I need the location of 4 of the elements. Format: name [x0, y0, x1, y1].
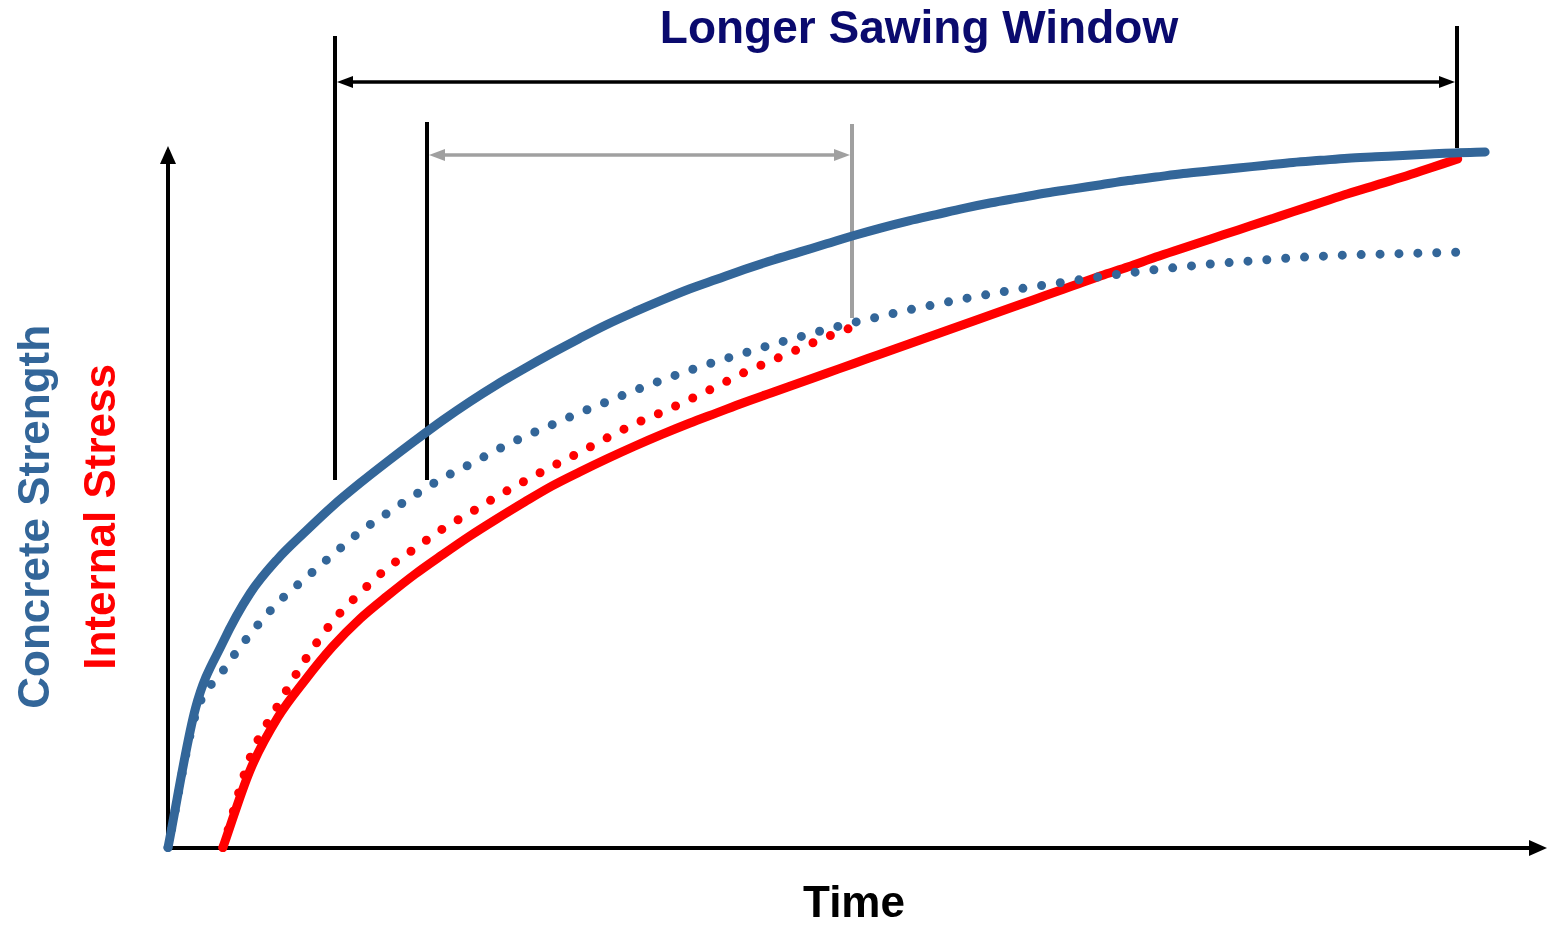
text: Internal Stress [75, 363, 125, 670]
x-axis-title: Time [803, 876, 905, 926]
text: Longer Sawing Window [659, 0, 1179, 53]
text: Concrete Strength [9, 324, 59, 709]
